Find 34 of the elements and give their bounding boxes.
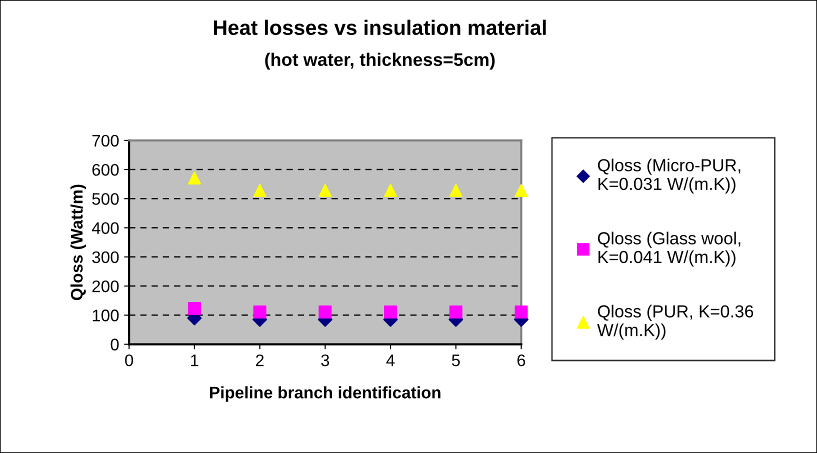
point [318, 184, 332, 198]
x-tick-label: 2 [256, 354, 264, 366]
x-tick-label: 6 [517, 354, 526, 366]
point [514, 305, 528, 318]
point [318, 305, 332, 318]
point [253, 184, 266, 198]
y-axis-title: Qloss (Watt/m) [70, 184, 86, 300]
legend-label: Qloss (Micro-PUR, K=0.031 W/(m.K)) [598, 158, 740, 194]
y-tick-label: 0 [110, 338, 119, 350]
y-tick-label: 100 [92, 310, 119, 322]
legend-label: Qloss (Glass wool, K=0.041 W/(m.K)) [598, 232, 740, 267]
x-axis-title: Pipeline branch identification [210, 386, 440, 402]
x-tick-label: 1 [191, 354, 198, 366]
point [384, 305, 398, 318]
y-tick-label: 400 [92, 222, 119, 234]
legend-label: Qloss (PUR, K=0.36 W/(m.K)) [597, 304, 754, 340]
x-tick-label: 3 [321, 354, 330, 366]
point [253, 305, 266, 318]
point [514, 184, 528, 198]
y-tick-label: 500 [92, 193, 119, 205]
point [188, 171, 201, 184]
point [384, 184, 398, 198]
x-tick-label: 4 [386, 354, 395, 366]
y-tick-label: 600 [92, 164, 119, 176]
y-tick-label: 200 [92, 280, 119, 292]
point [188, 302, 201, 315]
point [449, 305, 462, 318]
chart-title: Heat losses vs insulation material [214, 20, 546, 36]
x-tick-label: 5 [452, 354, 460, 366]
point [449, 184, 462, 198]
x-tick-label: 0 [125, 354, 134, 366]
y-tick-label: 700 [92, 134, 119, 147]
chart-subtitle: (hot water, thickness=5cm) [265, 52, 495, 70]
y-tick-label: 300 [92, 251, 119, 264]
